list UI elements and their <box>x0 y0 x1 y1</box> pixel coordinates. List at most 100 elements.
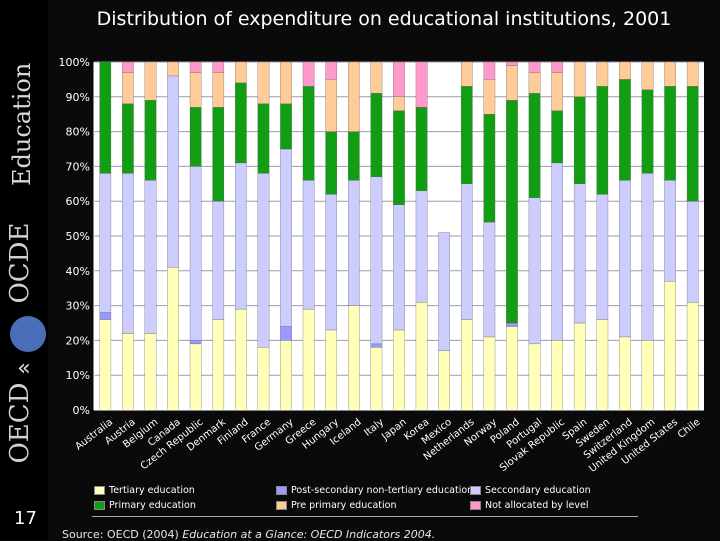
legend-item-post_secondary: Post-secondary non-tertiary education <box>276 485 473 496</box>
bar-segment-secondary <box>619 180 631 338</box>
bar-segment-tertiary <box>302 308 315 411</box>
source-title: Education at a Glance: OECD Indicators 2… <box>182 528 436 541</box>
bar-segment-not_allocated <box>189 61 202 73</box>
bar-segment-secondary <box>664 180 676 282</box>
education-logo-text: Education <box>8 62 36 186</box>
bar-segment-tertiary <box>212 319 225 411</box>
bar-segment-tertiary <box>144 333 157 411</box>
bar-segment-primary <box>370 93 383 177</box>
bar-segment-primary <box>528 93 541 198</box>
bar-segment-pre_primary <box>573 61 586 97</box>
bar-segment-secondary <box>235 162 247 310</box>
y-tick-label: 10% <box>66 369 90 382</box>
bar-segment-pre_primary <box>122 72 134 104</box>
bar-segment-not_allocated <box>528 61 541 73</box>
y-tick-label: 60% <box>66 195 90 208</box>
bar-segment-pre_primary <box>460 61 473 87</box>
bar-segment-not_allocated <box>415 61 428 108</box>
legend-item-secondary: Seccondary education <box>470 485 591 496</box>
chart-title: Distribution of expenditure on education… <box>96 8 672 30</box>
bar-segment-tertiary <box>460 319 473 411</box>
bar-segment-secondary <box>325 194 338 331</box>
bar-segment-pre_primary <box>189 72 202 108</box>
bar-segment-primary <box>686 86 699 202</box>
bar-segment-pre_primary <box>393 96 405 111</box>
bar-segment-primary <box>596 86 609 195</box>
source-note: Source: OECD (2004) Education at a Glanc… <box>62 528 435 541</box>
bar-segment-secondary <box>641 173 654 341</box>
bar-segment-tertiary <box>122 333 134 411</box>
bar-segment-primary <box>506 100 518 324</box>
bar-segment-pre_primary <box>280 61 292 104</box>
bar-segment-secondary <box>573 183 586 324</box>
bar-segment-not_allocated <box>393 61 405 97</box>
legend-label: Seccondary education <box>485 485 591 496</box>
bar-segment-secondary <box>393 204 405 331</box>
legend-swatch <box>276 501 287 510</box>
bar-segment-primary <box>235 82 247 164</box>
legend-label: Tertiary education <box>109 485 195 496</box>
bar-segment-post_secondary <box>280 326 292 341</box>
oecd-globe-icon <box>10 316 46 352</box>
bar-segment-primary <box>122 103 134 174</box>
bar-segment-primary <box>415 107 428 191</box>
bar-segment-primary <box>641 89 654 174</box>
bar-segment-pre_primary <box>257 61 270 104</box>
legend-swatch <box>470 486 481 495</box>
legend-label: Post-secondary non-tertiary education <box>291 485 474 496</box>
bar-segment-tertiary <box>189 343 202 411</box>
x-tick-label: Japan <box>379 417 409 443</box>
stacked-bar-chart: 0%10%20%30%40%50%60%70%80%90%100%Austral… <box>59 56 704 475</box>
bar-segment-secondary <box>596 194 609 320</box>
bar-segment-primary <box>99 61 112 174</box>
bar-segment-primary <box>573 96 586 184</box>
legend-label: Primary education <box>109 500 196 511</box>
bar-segment-secondary <box>257 173 270 348</box>
bar-segment-tertiary <box>528 343 541 411</box>
legend-item-tertiary: Tertiary education <box>94 485 195 496</box>
bar-segment-primary <box>483 114 496 223</box>
y-tick-label: 50% <box>66 230 90 243</box>
bar-segment-primary <box>393 110 405 205</box>
bar-segment-primary <box>348 131 360 181</box>
bar-segment-not_allocated <box>212 61 225 73</box>
bar-segment-tertiary <box>325 329 338 411</box>
bar-segment-tertiary <box>438 350 450 411</box>
y-tick-label: 90% <box>66 91 90 104</box>
bar-segment-tertiary <box>483 336 496 411</box>
bar-segment-pre_primary <box>348 61 360 132</box>
bar-segment-pre_primary <box>483 79 496 115</box>
ocde-logo-text: OCDE <box>5 222 35 304</box>
bar-segment-secondary <box>189 166 202 341</box>
bar-segment-secondary <box>122 173 134 334</box>
legend-divider <box>92 516 638 517</box>
oecd-chevron-icon: « <box>17 356 31 381</box>
bar-segment-pre_primary <box>596 61 609 87</box>
bar-segment-pre_primary <box>325 79 338 132</box>
x-tick-label: Chile <box>676 417 702 441</box>
bar-segment-pre_primary <box>641 61 654 90</box>
bar-segment-secondary <box>415 190 428 303</box>
bar-segment-pre_primary <box>144 61 157 101</box>
bar-segment-tertiary <box>280 340 292 411</box>
bar-segment-not_allocated <box>506 61 518 66</box>
bar-segment-secondary <box>551 162 563 341</box>
bar-segment-secondary <box>528 197 541 345</box>
bar-segment-pre_primary <box>370 61 383 94</box>
bar-segment-tertiary <box>235 308 247 411</box>
bar-segment-pre_primary <box>506 65 518 101</box>
legend-item-primary: Primary education <box>94 500 196 511</box>
bar-segment-tertiary <box>257 347 270 411</box>
bar-segment-post_secondary <box>506 322 518 327</box>
bar-segment-tertiary <box>506 326 518 411</box>
bar-segment-primary <box>551 110 563 164</box>
bar-segment-post_secondary <box>370 343 383 348</box>
bar-segment-secondary <box>99 173 112 313</box>
y-tick-label: 20% <box>66 334 90 347</box>
bar-segment-pre_primary <box>551 72 563 111</box>
bar-segment-not_allocated <box>302 61 315 87</box>
bar-segment-primary <box>325 131 338 195</box>
bar-segment-secondary <box>370 176 383 345</box>
bar-segment-primary <box>144 100 157 181</box>
bar-segment-primary <box>212 107 225 202</box>
